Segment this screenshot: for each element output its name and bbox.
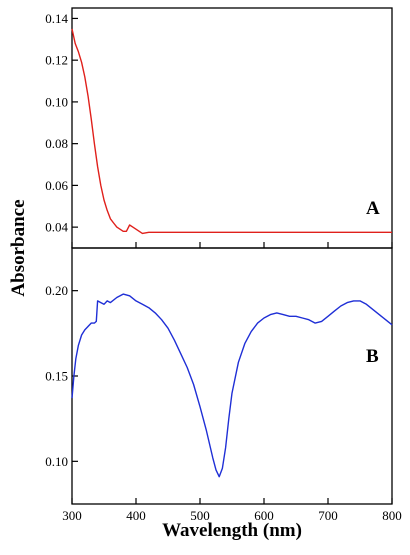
panel-a-frame bbox=[71, 7, 393, 249]
panel-a-ytick-label: 0.06 bbox=[45, 178, 68, 193]
x-tick-label: 800 bbox=[382, 508, 402, 523]
x-tick-label: 700 bbox=[318, 508, 338, 523]
panel-b: 0.10 0.15 0.20 300 400 500 600 700 800 B bbox=[45, 247, 402, 523]
panel-b-frame bbox=[71, 247, 393, 505]
panel-a-ytick-label: 0.12 bbox=[45, 53, 68, 68]
panel-b-label: B bbox=[366, 346, 379, 367]
x-axis-label: Wavelength (nm) bbox=[162, 520, 302, 541]
x-tick-label: 300 bbox=[62, 508, 82, 523]
panel-a-ytick-label: 0.10 bbox=[45, 94, 68, 109]
x-tick-label: 500 bbox=[190, 508, 210, 523]
panel-a-ytick-label: 0.14 bbox=[45, 11, 68, 26]
panel-b-series-line bbox=[71, 293, 393, 478]
panel-b-ytick-label: 0.20 bbox=[45, 283, 68, 298]
panel-a-series-line bbox=[71, 28, 392, 235]
panel-b-ytick-label: 0.10 bbox=[45, 454, 68, 469]
x-tick-label: 400 bbox=[126, 508, 146, 523]
x-tick-label: 600 bbox=[254, 508, 274, 523]
panel-a-ytick-label: 0.08 bbox=[45, 136, 68, 151]
panel-b-ytick-label: 0.15 bbox=[45, 369, 68, 384]
panel-a: 0.04 0.06 0.08 0.10 0.12 0.14 A bbox=[45, 7, 393, 249]
panel-a-label: A bbox=[366, 198, 380, 219]
panel-a-ytick-label: 0.04 bbox=[45, 220, 68, 235]
y-axis-label: Absorbance bbox=[8, 199, 29, 296]
